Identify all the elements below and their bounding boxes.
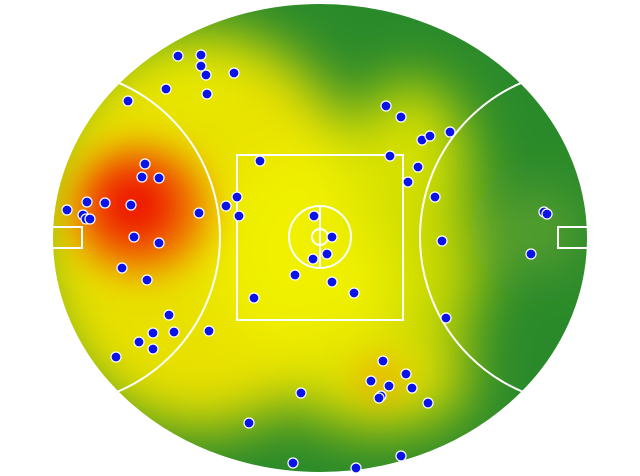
point [195, 49, 207, 61]
point [406, 382, 418, 394]
point [172, 50, 184, 62]
point [326, 231, 338, 243]
point [160, 83, 172, 95]
point [147, 343, 159, 355]
point [81, 196, 93, 208]
point [147, 327, 159, 339]
point [61, 204, 73, 216]
point [233, 210, 245, 222]
point [133, 336, 145, 348]
point [350, 462, 362, 474]
point [254, 155, 266, 167]
point [195, 60, 207, 72]
point [200, 69, 212, 81]
point [163, 309, 175, 321]
point [128, 231, 140, 243]
point [395, 111, 407, 123]
point [422, 397, 434, 409]
point [384, 150, 396, 162]
point [136, 171, 148, 183]
point [168, 326, 180, 338]
point [287, 457, 299, 469]
point [348, 287, 360, 299]
point [153, 172, 165, 184]
point [295, 387, 307, 399]
point [436, 235, 448, 247]
point [383, 380, 395, 392]
point [444, 126, 456, 138]
point [541, 208, 553, 220]
point [429, 191, 441, 203]
point [412, 161, 424, 173]
field-lines [51, 2, 589, 474]
point [440, 312, 452, 324]
point [424, 130, 436, 142]
point [122, 95, 134, 107]
point [402, 176, 414, 188]
point [395, 450, 407, 462]
point [289, 269, 301, 281]
point [307, 253, 319, 265]
point [110, 351, 122, 363]
point [243, 417, 255, 429]
point [203, 325, 215, 337]
point [141, 274, 153, 286]
point [321, 248, 333, 260]
point [365, 375, 377, 387]
point [139, 158, 151, 170]
point [400, 368, 412, 380]
point [116, 262, 128, 274]
point [84, 213, 96, 225]
point [201, 88, 213, 100]
point [248, 292, 260, 304]
points [61, 49, 553, 474]
point [125, 199, 137, 211]
point [193, 207, 205, 219]
point [228, 67, 240, 79]
point [525, 248, 537, 260]
point [99, 197, 111, 209]
point [220, 200, 232, 212]
point [377, 355, 389, 367]
point [308, 210, 320, 222]
point [153, 237, 165, 249]
point [373, 392, 385, 404]
point [326, 276, 338, 288]
point [231, 191, 243, 203]
point [380, 100, 392, 112]
